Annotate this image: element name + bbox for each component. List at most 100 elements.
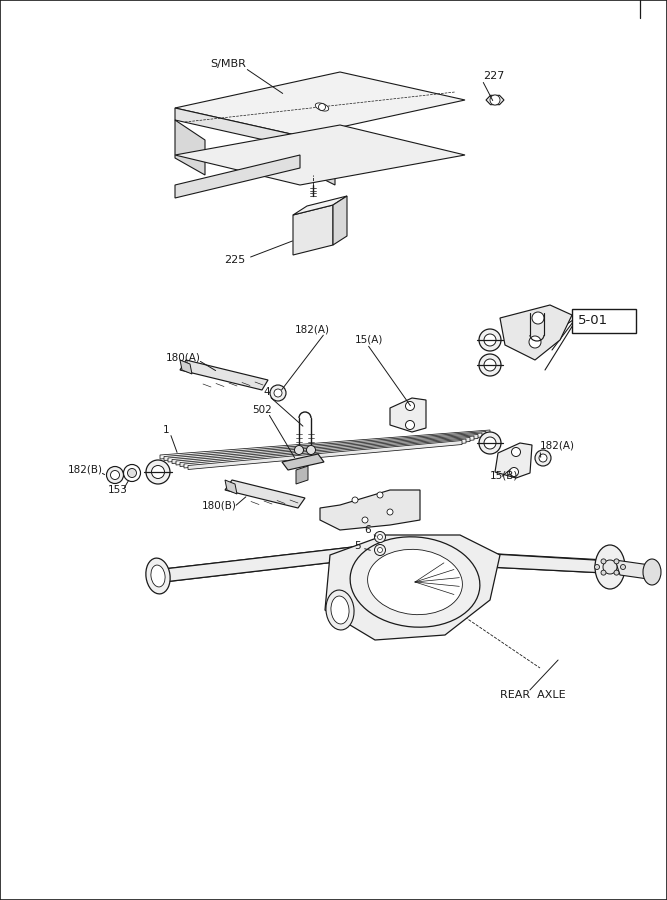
Ellipse shape: [595, 545, 625, 589]
Text: 6: 6: [364, 525, 371, 535]
Ellipse shape: [146, 558, 170, 594]
Circle shape: [377, 492, 383, 498]
Ellipse shape: [643, 559, 661, 585]
Polygon shape: [333, 196, 347, 245]
Circle shape: [111, 471, 119, 480]
Polygon shape: [180, 360, 268, 390]
Circle shape: [146, 460, 170, 484]
Circle shape: [151, 465, 165, 479]
Text: 4: 4: [263, 387, 269, 397]
Polygon shape: [160, 430, 490, 459]
Polygon shape: [175, 108, 300, 148]
Circle shape: [274, 389, 282, 397]
Polygon shape: [500, 305, 572, 360]
Circle shape: [307, 446, 315, 454]
Polygon shape: [293, 205, 333, 255]
Circle shape: [107, 466, 123, 483]
Circle shape: [378, 535, 382, 539]
Circle shape: [535, 450, 551, 466]
Text: 1: 1: [163, 425, 169, 435]
Text: 15(B): 15(B): [490, 470, 518, 480]
Circle shape: [601, 570, 606, 575]
Circle shape: [594, 564, 600, 570]
Polygon shape: [168, 433, 482, 462]
Circle shape: [484, 437, 496, 449]
Polygon shape: [486, 95, 504, 104]
Circle shape: [512, 447, 520, 456]
Polygon shape: [164, 431, 486, 461]
Polygon shape: [495, 443, 532, 478]
Polygon shape: [225, 480, 305, 508]
Circle shape: [374, 532, 386, 543]
Text: 180(B): 180(B): [202, 500, 237, 510]
Polygon shape: [615, 560, 655, 580]
Ellipse shape: [331, 596, 349, 624]
Polygon shape: [390, 548, 605, 573]
Text: 182(A): 182(A): [540, 440, 575, 450]
Polygon shape: [225, 480, 237, 494]
Polygon shape: [320, 490, 420, 530]
Ellipse shape: [315, 103, 329, 111]
Polygon shape: [180, 360, 192, 374]
Circle shape: [479, 432, 501, 454]
Circle shape: [529, 336, 541, 348]
Text: 5: 5: [354, 541, 361, 551]
Polygon shape: [180, 437, 470, 466]
Polygon shape: [176, 436, 474, 465]
Text: S/MBR: S/MBR: [210, 59, 246, 69]
Text: 180(A): 180(A): [166, 353, 201, 363]
Polygon shape: [325, 535, 500, 640]
Polygon shape: [175, 120, 205, 175]
Polygon shape: [295, 140, 335, 185]
FancyBboxPatch shape: [572, 309, 636, 333]
Text: 227: 227: [483, 71, 504, 81]
Circle shape: [406, 401, 414, 410]
Polygon shape: [188, 440, 462, 470]
Circle shape: [479, 329, 501, 351]
Circle shape: [484, 359, 496, 371]
Circle shape: [490, 95, 500, 105]
Circle shape: [378, 547, 382, 553]
Circle shape: [479, 354, 501, 376]
Text: 502: 502: [252, 405, 271, 415]
Circle shape: [484, 334, 496, 346]
Circle shape: [374, 544, 386, 555]
Polygon shape: [293, 196, 347, 215]
Circle shape: [620, 564, 626, 570]
Circle shape: [510, 467, 518, 476]
Circle shape: [295, 446, 303, 454]
Circle shape: [532, 312, 544, 324]
Ellipse shape: [151, 565, 165, 587]
Text: 225: 225: [224, 255, 245, 265]
Polygon shape: [184, 439, 466, 468]
Polygon shape: [175, 155, 300, 198]
Text: 5-01: 5-01: [578, 314, 608, 328]
Circle shape: [352, 497, 358, 503]
Circle shape: [387, 509, 393, 515]
Circle shape: [614, 570, 619, 575]
Circle shape: [362, 517, 368, 523]
Circle shape: [270, 385, 286, 401]
Circle shape: [614, 559, 619, 564]
Ellipse shape: [326, 590, 354, 630]
Polygon shape: [175, 72, 465, 136]
Text: 182(A): 182(A): [295, 325, 330, 335]
Ellipse shape: [350, 536, 480, 627]
Circle shape: [319, 104, 325, 111]
Polygon shape: [175, 125, 465, 185]
Circle shape: [603, 560, 617, 574]
Ellipse shape: [368, 549, 462, 615]
Circle shape: [406, 420, 414, 429]
Text: REAR  AXLE: REAR AXLE: [500, 690, 566, 700]
Polygon shape: [172, 435, 478, 464]
Polygon shape: [155, 545, 370, 583]
Circle shape: [123, 464, 141, 482]
Polygon shape: [390, 398, 426, 432]
Text: 15(A): 15(A): [355, 335, 384, 345]
Text: 182(B): 182(B): [68, 465, 103, 475]
Polygon shape: [282, 454, 324, 470]
Circle shape: [127, 469, 137, 478]
Polygon shape: [296, 466, 308, 484]
Circle shape: [539, 454, 547, 462]
Circle shape: [601, 559, 606, 564]
